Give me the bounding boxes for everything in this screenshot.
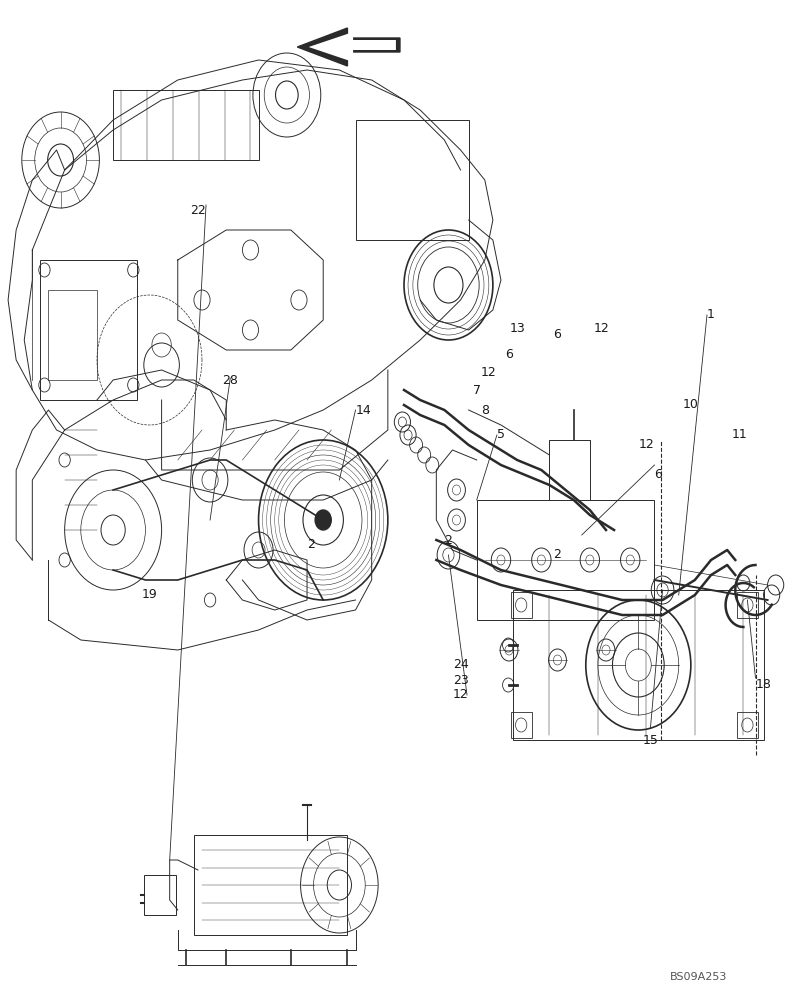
Text: 12: 12 — [453, 688, 469, 702]
Circle shape — [315, 510, 331, 530]
Text: 12: 12 — [638, 438, 654, 452]
Text: 14: 14 — [356, 403, 371, 416]
Text: 5: 5 — [497, 428, 505, 442]
Text: 12: 12 — [594, 322, 609, 334]
Polygon shape — [309, 32, 396, 62]
Text: 1: 1 — [707, 308, 715, 322]
Text: 2: 2 — [307, 538, 315, 552]
Text: 2: 2 — [553, 548, 562, 562]
Text: 18: 18 — [755, 678, 772, 692]
Text: 13: 13 — [510, 322, 525, 334]
Text: 6: 6 — [505, 349, 513, 361]
Text: 7: 7 — [473, 383, 481, 396]
Text: 23: 23 — [453, 674, 469, 686]
Text: 11: 11 — [731, 428, 747, 442]
Text: 12: 12 — [482, 365, 497, 378]
Polygon shape — [297, 28, 400, 66]
Text: 15: 15 — [642, 734, 659, 746]
Text: 10: 10 — [683, 398, 699, 412]
Text: 2: 2 — [444, 534, 452, 546]
Text: 22: 22 — [191, 204, 206, 217]
Text: 8: 8 — [481, 403, 489, 416]
Text: 6: 6 — [553, 328, 562, 342]
Text: 28: 28 — [222, 373, 238, 386]
Text: BS09A253: BS09A253 — [670, 972, 728, 982]
Text: 6: 6 — [654, 468, 663, 482]
Text: 24: 24 — [453, 658, 469, 672]
Text: 19: 19 — [142, 588, 158, 601]
